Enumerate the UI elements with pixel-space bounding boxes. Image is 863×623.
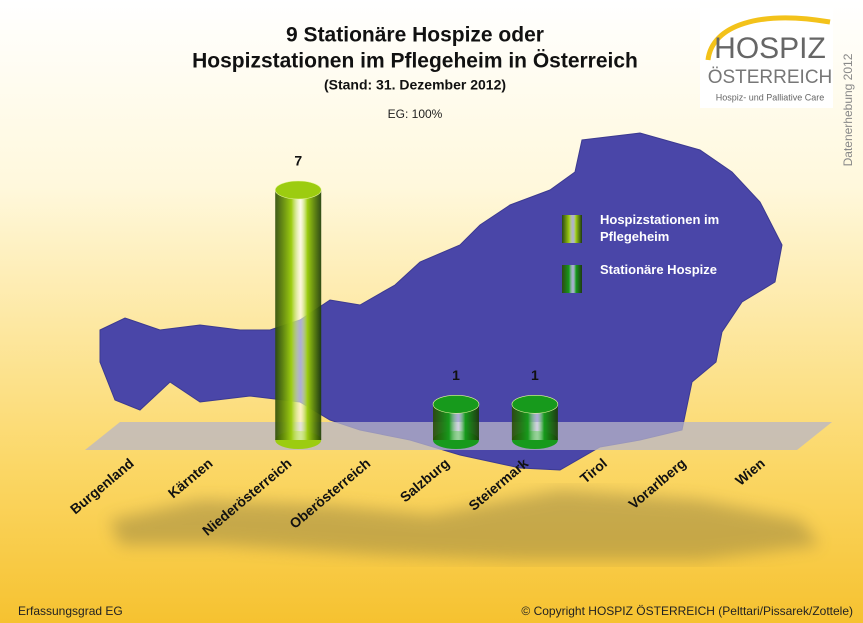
logo-arc (705, 15, 831, 61)
chart-title: 9 Stationäre Hospize oder (286, 24, 544, 47)
legend-swatch (562, 265, 582, 293)
bar-top (511, 394, 559, 414)
data-label: 1 (452, 367, 460, 383)
side-note: Datenerhebung 2012 (841, 53, 855, 166)
annotation: EG: 100% (388, 107, 443, 121)
bars (274, 180, 559, 449)
legend-label: Stationäre Hospize (600, 262, 717, 277)
legend-label: Hospizstationen im Pflegeheim (600, 212, 719, 244)
chart-subtitle: (Stand: 31. Dezember 2012) (324, 77, 506, 93)
bar-top (432, 394, 480, 414)
map-shadow (110, 490, 820, 560)
footer-left: Erfassungsgrad EG (18, 604, 123, 618)
logo-text: ÖSTERREICH (708, 67, 833, 88)
logo-text: HOSPIZ (714, 32, 826, 65)
data-label: 1 (531, 367, 539, 383)
legend-swatch (562, 215, 582, 243)
bar-top (274, 180, 322, 200)
logo-text: Hospiz- und Palliative Care (716, 92, 825, 102)
footer-right: © Copyright HOSPIZ ÖSTERREICH (Pelttari/… (521, 604, 853, 618)
bar (275, 190, 322, 440)
chart-title: Hospizstationen im Pflegeheim in Österre… (192, 50, 638, 73)
logo-box (700, 8, 833, 108)
data-label: 7 (294, 153, 302, 169)
